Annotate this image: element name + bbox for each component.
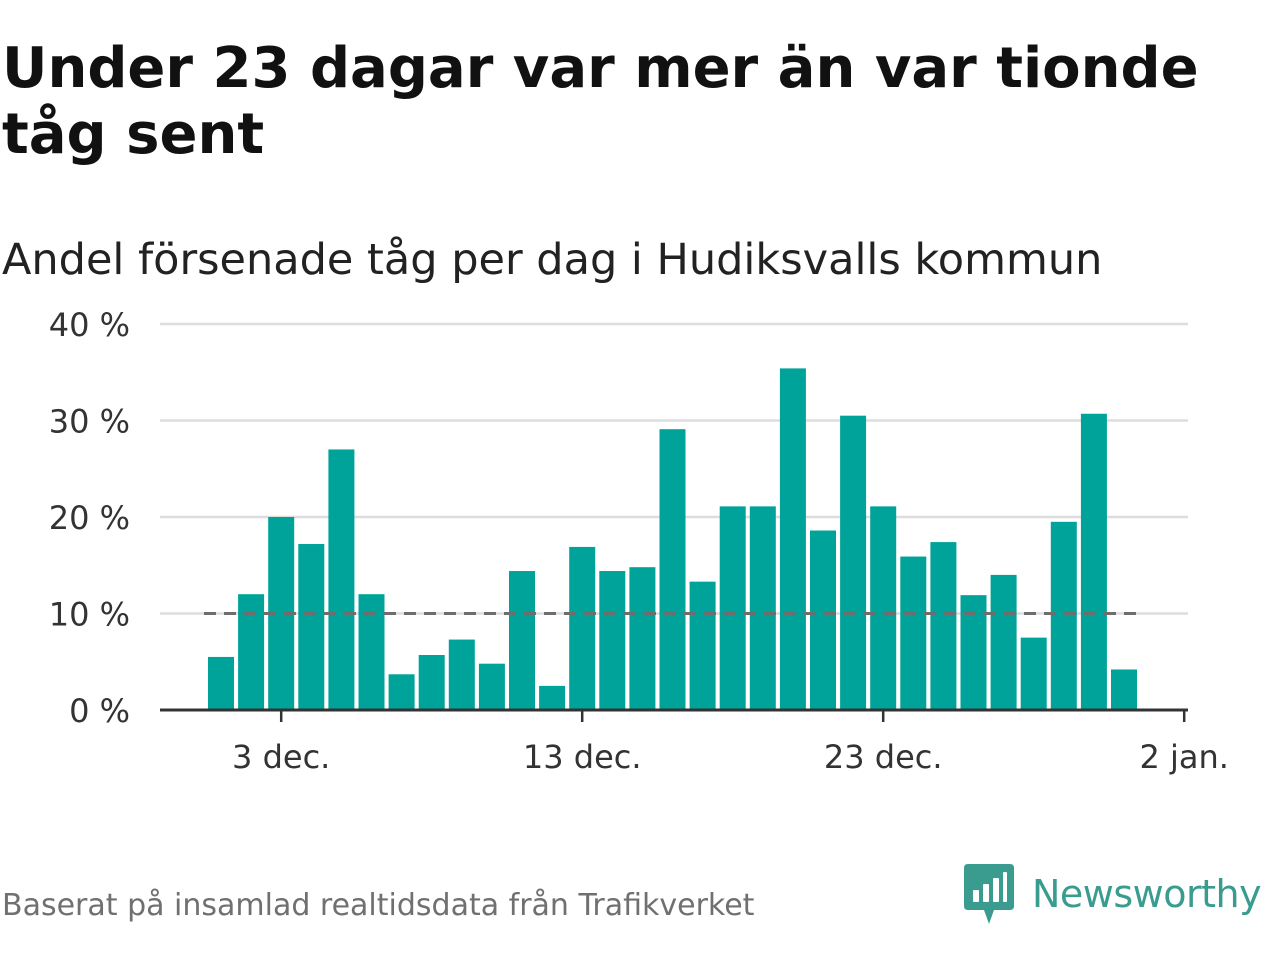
x-axis: 3 dec. 13 dec. 23 dec. 2 jan. — [160, 708, 1229, 776]
bar — [990, 574, 1017, 710]
chart-subtitle: Andel försenade tåg per dag i Hudiksvall… — [2, 235, 1103, 285]
bar — [569, 546, 596, 710]
x-tick-label: 23 dec. — [824, 738, 943, 776]
brand-name: Newsworthy — [1032, 872, 1262, 916]
bar — [930, 542, 957, 710]
bar — [779, 368, 806, 710]
bar — [1080, 413, 1107, 710]
bar — [719, 506, 746, 710]
source-note: Baserat på insamlad realtidsdata från Tr… — [2, 888, 755, 923]
bar — [749, 506, 776, 710]
y-tick-label: 40 % — [49, 306, 130, 344]
bar — [810, 530, 836, 710]
bar — [388, 674, 415, 710]
bar — [1050, 521, 1077, 710]
bar — [208, 656, 234, 710]
bar-chart: 0 % 10 % 20 % 30 % 40 % 3 dec. 13 dec. 23 dec.… — [49, 306, 1229, 776]
x-tick-label: 2 jan. — [1139, 738, 1228, 776]
bar — [478, 663, 505, 710]
bar — [1020, 637, 1047, 711]
y-tick-label: 20 % — [49, 499, 130, 537]
bar — [509, 571, 535, 710]
brand[interactable]: Newsworthy — [964, 862, 1262, 926]
bar — [1111, 669, 1137, 710]
x-tick-label: 3 dec. — [232, 738, 330, 776]
chart-title: Under 23 dagar var mer än var tionde tåg… — [2, 36, 1199, 167]
bar — [900, 556, 927, 710]
bar — [328, 449, 355, 710]
bar — [298, 544, 325, 710]
y-tick-label: 0 % — [69, 692, 130, 730]
y-tick-label: 10 % — [49, 596, 130, 634]
bar — [448, 639, 475, 710]
bar — [238, 594, 265, 710]
bar — [840, 415, 867, 710]
bar — [539, 685, 566, 711]
bar — [599, 571, 626, 710]
bar — [689, 581, 716, 710]
y-axis-tick-labels: 0 % 10 % 20 % 30 % 40 % — [49, 306, 130, 730]
newsworthy-logo-icon — [964, 864, 1014, 924]
y-tick-label: 30 % — [49, 403, 130, 441]
x-tick-label: 13 dec. — [523, 738, 642, 776]
bar — [629, 567, 656, 710]
bar — [870, 506, 897, 710]
bar — [659, 429, 686, 710]
bar — [418, 655, 445, 710]
bar — [358, 594, 385, 710]
